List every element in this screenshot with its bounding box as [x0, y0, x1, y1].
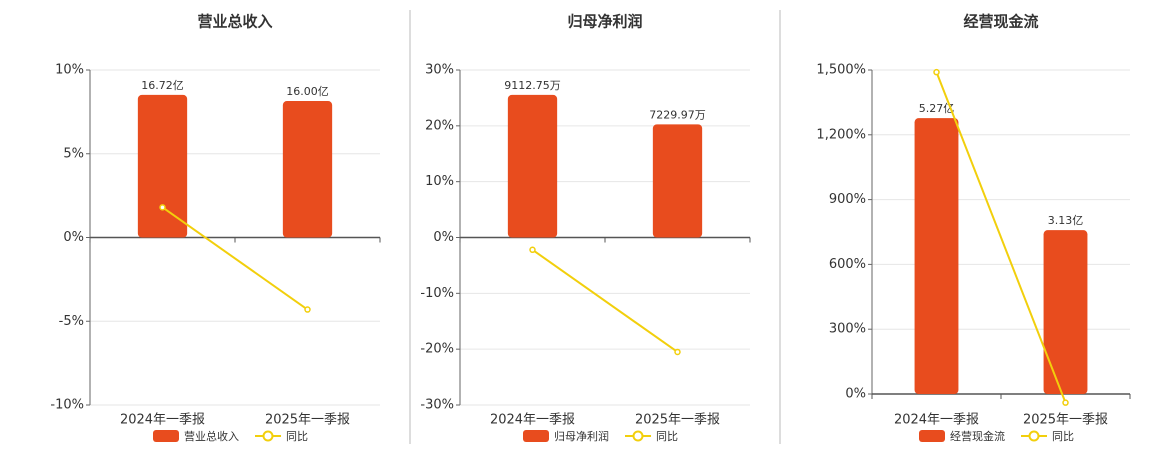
y-tick-label: 10% [55, 63, 84, 78]
y-tick-label: 1,200% [816, 127, 866, 142]
line [935, 71, 1067, 404]
y-tick-label: -10% [420, 286, 454, 301]
y-tick-label: -10% [50, 398, 84, 413]
line-point [159, 204, 166, 211]
data-label: 5.27亿 [919, 102, 955, 115]
x-tick-label: 2024年一季报 [894, 413, 979, 428]
x-tick-label: 2025年一季报 [265, 413, 350, 428]
legend-label: 同比 [1052, 430, 1074, 443]
y-tick-label: 900% [829, 192, 866, 207]
line [161, 206, 309, 311]
legend-swatch [1028, 430, 1040, 442]
data-label: 9112.75万 [504, 79, 561, 92]
y-tick-label: 10% [425, 174, 454, 189]
bar [652, 124, 703, 238]
data-label: 16.72亿 [141, 79, 184, 92]
legend-swatch [523, 430, 549, 442]
x-tick-label: 2024年一季报 [120, 413, 205, 428]
y-tick-label: 300% [829, 322, 866, 337]
x-tick-label: 2025年一季报 [1023, 413, 1108, 428]
legend-swatch [632, 430, 644, 442]
bar [282, 101, 333, 238]
y-tick-label: 0% [433, 230, 454, 245]
chart-title: 营业总收入 [197, 13, 272, 31]
bar [507, 94, 558, 238]
legend-label: 归母净利润 [554, 429, 609, 443]
y-tick-label: 1,500% [816, 63, 866, 78]
legend-label: 营业总收入 [184, 429, 239, 443]
legend-swatch [262, 430, 274, 442]
y-tick-label: 0% [63, 230, 84, 245]
data-label: 3.13亿 [1048, 214, 1084, 227]
line [531, 248, 679, 353]
legend-label: 经营现金流 [950, 429, 1005, 443]
y-tick-label: 0% [845, 387, 866, 402]
y-tick-label: -20% [420, 342, 454, 357]
y-tick-label: 30% [425, 63, 454, 78]
legend-swatch [919, 430, 945, 442]
line-point [674, 348, 681, 356]
y-tick-label: -5% [59, 314, 84, 329]
legend-swatch [153, 430, 179, 442]
bar [1043, 230, 1088, 394]
legend-label: 同比 [656, 430, 678, 443]
data-label: 7229.97万 [649, 108, 706, 121]
data-label: 16.00亿 [286, 85, 329, 98]
x-tick-label: 2024年一季报 [490, 413, 575, 428]
y-tick-label: 600% [829, 257, 866, 272]
y-tick-label: 20% [425, 118, 454, 133]
line-point [529, 246, 536, 254]
line-point [1062, 399, 1069, 406]
legend-label: 同比 [286, 430, 308, 443]
line-point [304, 306, 311, 313]
chart-title: 经营现金流 [963, 13, 1038, 31]
bar [137, 94, 188, 238]
y-tick-label: 5% [63, 146, 84, 161]
y-tick-label: -30% [420, 398, 454, 413]
chart-title: 归母净利润 [567, 13, 642, 31]
x-tick-label: 2025年一季报 [635, 413, 720, 428]
bar [914, 118, 959, 394]
line-point [933, 68, 940, 76]
